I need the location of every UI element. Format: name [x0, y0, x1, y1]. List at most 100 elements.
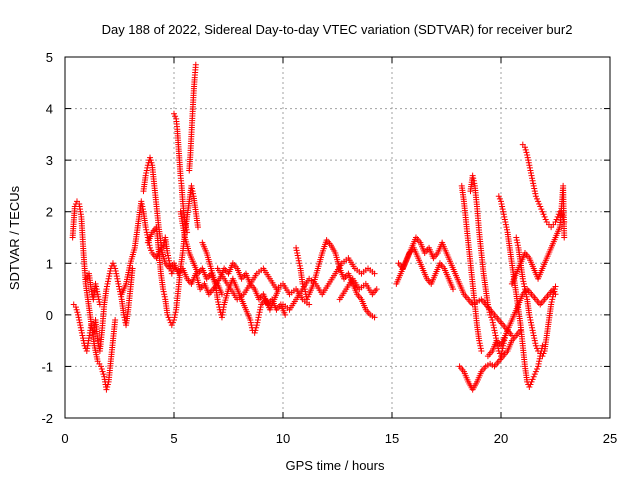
data-point-arc-c [93, 286, 100, 293]
data-point-arc-e [148, 159, 155, 166]
data-point-arc-j [254, 319, 261, 326]
data-point-arc-w [525, 159, 532, 166]
data-point-arc-w [539, 208, 546, 215]
data-point-arc-e [164, 249, 171, 256]
data-point-arc-u [530, 373, 537, 380]
data-point-arc-v [551, 286, 558, 293]
data-point-arc-c [88, 286, 95, 293]
data-point-arc-r [492, 329, 499, 336]
data-point-arc-l [295, 255, 302, 262]
data-point-arc-f [188, 185, 195, 192]
data-point-arc-d [138, 200, 145, 207]
data-point-arc-v [527, 319, 534, 326]
data-point-arc-v [539, 353, 546, 360]
data-point-arc-w [526, 164, 533, 171]
data-point-arc-b [118, 293, 125, 300]
data-point-arc-r [490, 322, 497, 329]
data-point-arc-w [538, 206, 545, 213]
data-point-arc-j [252, 327, 259, 334]
data-point-arc-e [143, 170, 150, 177]
data-point-arc-v [520, 280, 527, 287]
data-point-arc-w [522, 146, 529, 153]
data-point-arc-f [171, 314, 178, 321]
x-tick-label: 10 [276, 431, 290, 446]
data-point-arc-u [499, 203, 506, 210]
data-point-arc-v [549, 296, 556, 303]
data-point-arc-v [529, 327, 536, 334]
x-axis-label: GPS time / hours [286, 458, 385, 473]
data-point-arc-u [531, 371, 538, 378]
data-point-arc-l [371, 314, 378, 321]
data-point-arc-d [139, 203, 146, 210]
data-point-arc-r [469, 172, 476, 179]
data-point-arc-v [551, 288, 558, 295]
data-point-arc-m [371, 270, 378, 277]
data-point-arc-u [500, 211, 507, 218]
data-point-arc-b [103, 286, 110, 293]
data-point-arc-b [77, 322, 84, 329]
data-point-arc-b [105, 275, 112, 282]
data-point-arc-b [79, 335, 86, 342]
data-point-arc-q [477, 342, 484, 349]
data-point-arc-w [535, 198, 542, 205]
data-point-arc-f [161, 293, 168, 300]
data-point-arc-j [215, 298, 222, 305]
data-point-arc-j [254, 317, 261, 324]
data-point-arc-d [139, 206, 146, 213]
data-point-arc-b [77, 324, 84, 331]
data-point-arc-x [561, 234, 568, 241]
data-point-arc-b [75, 311, 82, 318]
data-point-arc-l [302, 288, 309, 295]
data-point-arc-l [299, 280, 306, 287]
data-point-arc-u [500, 208, 507, 215]
data-point-arc-j [256, 311, 263, 318]
data-point-arc-b [94, 337, 101, 344]
data-point-arc-e [160, 242, 167, 249]
data-point-arc-o [450, 286, 457, 293]
data-point-arc-r [485, 304, 492, 311]
data-point-arc-v [520, 278, 527, 285]
data-point-arc-v [530, 329, 537, 336]
data-point-arc-u [528, 378, 535, 385]
chart-title: Day 188 of 2022, Sidereal Day-to-day VTE… [102, 22, 573, 37]
data-point-arc-w [527, 167, 534, 174]
data-point-arc-b [106, 270, 113, 277]
data-point-arc-e [142, 172, 149, 179]
data-point-arc-a [100, 371, 107, 378]
grid [65, 57, 610, 418]
data-point-arc-j [251, 329, 258, 336]
data-point-arc-a [103, 386, 110, 393]
data-point-arc-q [478, 347, 485, 354]
data-point-arc-w [541, 213, 548, 220]
data-point-arc-v [521, 286, 528, 293]
data-point-arc-r [489, 319, 496, 326]
data-point-arc-w [530, 182, 537, 189]
data-point-arc-l [305, 293, 312, 300]
data-point-arc-b [115, 280, 122, 287]
x-tick-label: 0 [61, 431, 68, 446]
data-point-arc-w [536, 200, 543, 207]
plot-frame [64, 56, 611, 419]
data-point-arc-v [552, 283, 559, 290]
data-point-arc-f [160, 286, 167, 293]
data-point-arc-w [542, 216, 549, 223]
data-point-arc-w [553, 216, 560, 223]
data-point-arc-f [164, 311, 171, 318]
data-point-arc-w [529, 177, 536, 184]
data-point-arc-f [171, 317, 177, 324]
data-point-arc-u [527, 381, 534, 388]
data-point-arc-r [491, 327, 498, 334]
data-point-arc-v [519, 275, 526, 282]
data-point-arc-l [296, 262, 303, 269]
data-point-arc-b [121, 314, 128, 321]
data-point-arc-b [76, 319, 83, 326]
data-point-arc-v [513, 237, 520, 244]
data-point-arc-j [247, 319, 254, 326]
data-point-arc-b [105, 278, 112, 285]
data-point-arc-j [215, 301, 222, 308]
data-point-arc-v [528, 322, 535, 329]
data-point-arc-r [487, 311, 494, 318]
data-point-arc-w [526, 162, 533, 169]
data-point-arc-u [496, 195, 503, 202]
